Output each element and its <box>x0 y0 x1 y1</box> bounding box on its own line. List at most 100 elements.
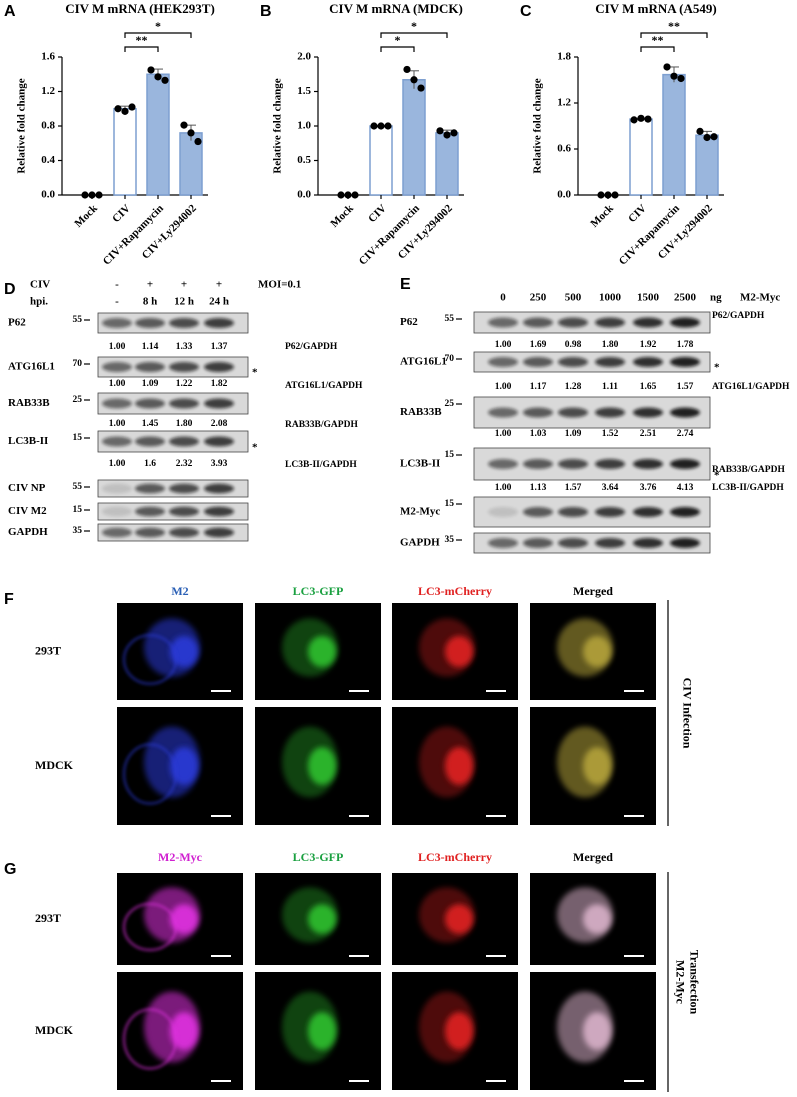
bar <box>402 79 426 196</box>
significance-label: ** <box>668 19 680 33</box>
lane-label: 0 <box>500 292 506 304</box>
lane-label: 24 h <box>209 296 229 308</box>
ratio-label: ATG16L1/GAPDH <box>285 381 363 391</box>
blot-band <box>488 538 518 548</box>
column-label: Merged <box>573 584 613 598</box>
data-point <box>337 191 345 199</box>
data-point <box>81 191 89 199</box>
data-point <box>377 122 385 130</box>
data-point <box>597 191 605 199</box>
y-tick-label: 0.6 <box>557 143 571 155</box>
row-label: P62 <box>400 316 418 328</box>
ratio-value: 1.00 <box>495 429 512 439</box>
blot-band <box>558 317 588 328</box>
significance-bracket <box>640 32 708 38</box>
blot-band <box>595 357 625 367</box>
panel-label: G <box>4 861 16 878</box>
cell-signal <box>583 904 611 934</box>
ratio-value: 1.22 <box>176 379 193 389</box>
blot-band <box>595 538 625 548</box>
row-label: LC3B-II <box>8 435 48 447</box>
row-label: RAB33B <box>400 406 442 418</box>
ratio-value: 1.57 <box>565 483 582 493</box>
ratio-label: P62/GAPDH <box>712 311 765 321</box>
row-label: 293T <box>35 911 61 925</box>
blot-strip <box>473 311 711 334</box>
ratio-value: 1.00 <box>109 419 126 429</box>
significance-label: * <box>155 19 161 33</box>
blot-band <box>102 527 132 538</box>
blot-band <box>558 538 588 548</box>
y-tick-label: 2.0 <box>297 51 311 63</box>
panel-label: F <box>4 591 14 608</box>
blot-band <box>102 506 132 517</box>
mw-marker: 25 <box>73 395 83 405</box>
data-point <box>611 191 619 199</box>
y-tick-label: 0.8 <box>41 120 55 132</box>
y-tick-label: 1.5 <box>297 85 311 97</box>
bar <box>113 108 137 196</box>
cell-outline <box>123 743 177 805</box>
blot-band <box>204 483 234 494</box>
blot-band <box>595 317 625 328</box>
column-label: LC3-GFP <box>293 584 344 598</box>
y-tick-label: 0.5 <box>297 154 311 166</box>
ratio-value: 1.14 <box>142 342 159 352</box>
y-axis-label: Relative fold change <box>16 78 28 173</box>
data-point <box>450 129 458 137</box>
cell-signal <box>583 1012 611 1050</box>
y-tick-label: 0.4 <box>41 154 55 166</box>
cell-signal <box>445 1012 473 1050</box>
blot-strip <box>473 351 711 373</box>
ratio-value: 1.00 <box>495 340 512 350</box>
y-tick-label: 1.2 <box>557 97 571 109</box>
y-tick-label: 0.0 <box>557 189 571 201</box>
lane-label: 500 <box>565 292 582 304</box>
data-point <box>663 63 671 71</box>
cell-signal <box>445 635 473 668</box>
blot-band <box>488 357 518 367</box>
row-label: CIV M2 <box>8 505 47 517</box>
ratio-value: 1.03 <box>530 429 547 439</box>
header-label: CIV <box>30 279 50 291</box>
chart-title: CIV M mRNA (HEK293T) <box>65 1 215 16</box>
ratio-value: 2.32 <box>176 459 193 469</box>
row-label: GAPDH <box>8 526 48 538</box>
ratio-value: 1.65 <box>640 382 657 392</box>
blot-band <box>558 357 588 367</box>
mw-marker: 70 <box>445 354 455 364</box>
cell-signal <box>170 747 198 785</box>
blot-band <box>135 483 165 494</box>
blot-band <box>169 362 199 372</box>
data-point <box>644 115 652 123</box>
lane-label: + <box>216 279 222 291</box>
data-point <box>154 73 162 81</box>
ratio-label: LC3B-II/GAPDH <box>712 483 784 493</box>
blot-band <box>488 507 518 517</box>
y-tick-label: 1.8 <box>557 51 571 63</box>
blot-band <box>488 317 518 328</box>
bar <box>629 118 653 196</box>
blot-band <box>670 459 700 469</box>
row-label: ATG16L1 <box>400 356 447 368</box>
cell-signal <box>308 904 336 934</box>
cell-outline <box>123 634 177 685</box>
mw-marker: 15 <box>445 499 455 509</box>
blot-band <box>169 436 199 447</box>
blot-band <box>169 527 199 538</box>
header-note: MOI=0.1 <box>258 279 301 291</box>
significance-bracket <box>380 46 415 52</box>
blot-band <box>633 407 663 418</box>
data-point <box>443 131 451 139</box>
row-label: LC3B-II <box>400 458 440 470</box>
blot-band <box>204 318 234 328</box>
blot-band <box>135 398 165 409</box>
y-tick-label: 1.2 <box>41 85 55 97</box>
data-point <box>637 114 645 122</box>
cell-signal <box>170 635 198 668</box>
ratio-value: 1.00 <box>495 382 512 392</box>
ratio-value: 3.76 <box>640 483 657 493</box>
band-asterisk: * <box>252 367 258 379</box>
lane-label: + <box>181 279 187 291</box>
blot-band <box>204 506 234 517</box>
